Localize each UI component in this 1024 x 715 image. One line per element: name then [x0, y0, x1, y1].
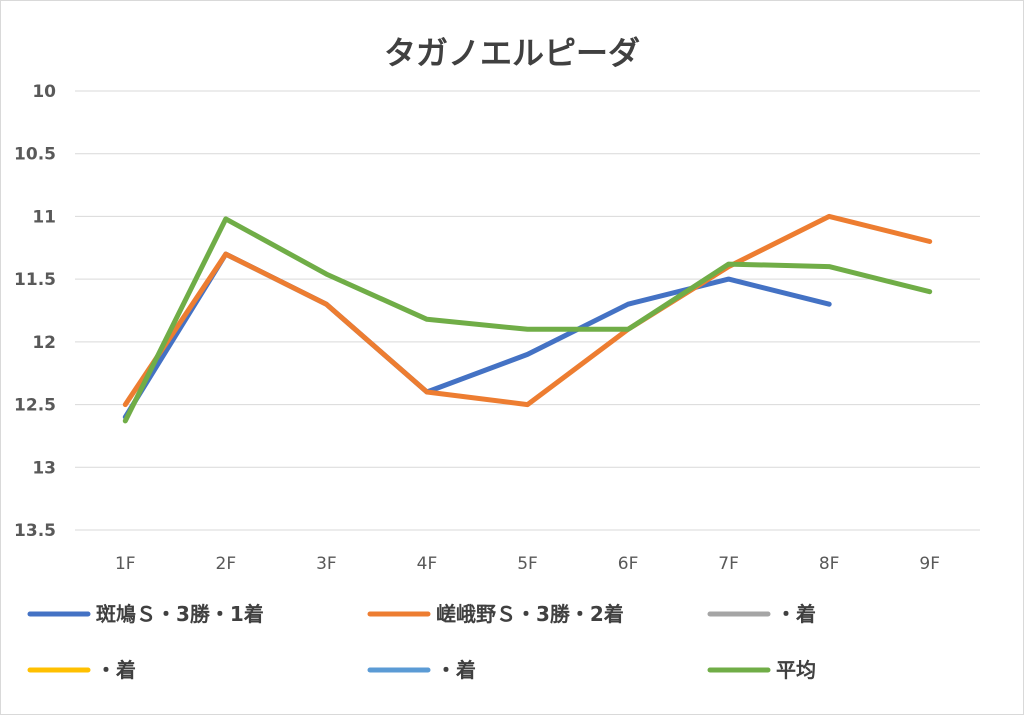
legend-item[interactable]: 嵯峨野Ｓ・3勝・2着: [367, 602, 624, 626]
legend-label: 平均: [776, 658, 816, 682]
x-tick-label: 8F: [819, 554, 840, 574]
legend-label: ・着: [436, 658, 476, 682]
x-tick-label: 7F: [718, 554, 739, 574]
x-tick-label: 6F: [618, 554, 639, 574]
legend-item[interactable]: ・着: [367, 658, 476, 682]
y-tick-label: 13: [32, 458, 56, 478]
y-tick-label: 10: [32, 82, 56, 102]
legend-item[interactable]: ・着: [707, 602, 816, 626]
x-axis-ticks: 1F 2F 3F 4F 5F 6F 7F 8F 9F: [115, 554, 940, 574]
x-tick-label: 4F: [417, 554, 438, 574]
series-lines: [122, 213, 933, 424]
y-tick-label: 11.5: [14, 270, 56, 290]
y-tick-label: 12.5: [14, 396, 56, 416]
legend-label: 斑鳩Ｓ・3勝・1着: [96, 602, 264, 626]
y-tick-label: 13.5: [14, 521, 56, 541]
series-line-5: [122, 216, 933, 424]
chart-title: タガノエルピーダ: [384, 34, 640, 72]
y-tick-label: 10.5: [14, 145, 56, 165]
legend: 斑鳩Ｓ・3勝・1着 嵯峨野Ｓ・3勝・2着 ・着・着 ・着 平均: [27, 602, 816, 682]
x-tick-label: 5F: [517, 554, 538, 574]
x-tick-label: 2F: [216, 554, 237, 574]
x-tick-label: 3F: [316, 554, 337, 574]
x-tick-label: 9F: [919, 554, 940, 574]
series-line-1: [122, 213, 933, 408]
y-axis-ticks: 10 10.5 11 11.5 12 12.5 13 13.5: [14, 82, 56, 541]
legend-label: 嵯峨野Ｓ・3勝・2着: [436, 602, 624, 626]
legend-item[interactable]: 斑鳩Ｓ・3勝・1着: [27, 602, 264, 626]
y-tick-label: 11: [32, 207, 56, 227]
legend-label: ・着: [776, 602, 816, 626]
legend-item[interactable]: 平均: [707, 658, 816, 682]
legend-label: ・着: [96, 658, 136, 682]
x-tick-label: 1F: [115, 554, 136, 574]
y-tick-label: 12: [32, 333, 56, 353]
legend-item[interactable]: ・着: [27, 658, 136, 682]
